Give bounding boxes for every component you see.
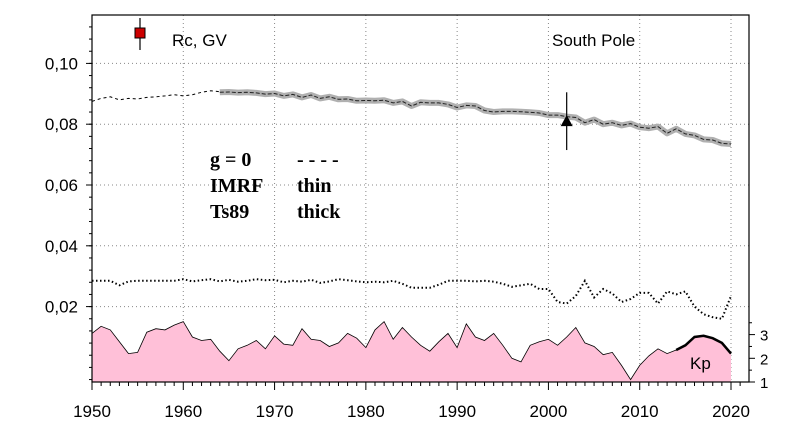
legend-row-3-style: thick	[297, 201, 341, 223]
rc-legend-label: Rc, GV	[172, 31, 227, 50]
y-tick-label: 0,10	[45, 54, 78, 73]
legend-row-2-name: IMRF	[210, 175, 263, 197]
kp-tick-label: 2	[760, 351, 768, 368]
legend-row-1-name: g = 0	[210, 149, 251, 171]
kp-outline	[91, 320, 732, 381]
kp-layer	[91, 320, 732, 382]
series-thin-line	[219, 91, 732, 145]
y-tick-label: 0,02	[45, 298, 78, 317]
y-tick-label: 0,08	[45, 115, 78, 134]
kp-tick-label: 1	[760, 375, 768, 392]
x-tick-label: 1960	[164, 402, 202, 421]
kp-area	[92, 321, 731, 382]
x-tick-label: 2010	[621, 402, 659, 421]
legend-row-2-style: thin	[297, 175, 331, 197]
marker-triangle	[560, 115, 573, 127]
axis-layer: 1950 1960 1970 1980 1990 2000 2010 2020 0,02 0,04…	[45, 26, 768, 421]
x-tick-label: 2020	[712, 402, 750, 421]
x-tick-label: 1990	[438, 402, 476, 421]
y-tick-label: 0,06	[45, 176, 78, 195]
series-thick-band	[219, 89, 732, 147]
legend-row-3-name: Ts89	[210, 201, 249, 223]
series-dotted-line	[92, 278, 732, 320]
legend-row-1-style: - - - -	[297, 149, 339, 171]
series-layer	[91, 89, 732, 320]
chart-title: South Pole	[552, 31, 635, 50]
kp-thick-outline	[675, 334, 732, 355]
x-tick-label: 1980	[347, 402, 385, 421]
x-tick-label: 1970	[256, 402, 294, 421]
x-tick-label: 2000	[530, 402, 568, 421]
x-tick-label: 1950	[73, 402, 111, 421]
y-tick-label: 0,04	[45, 237, 78, 256]
rc-legend-marker	[134, 18, 146, 50]
marker-layer	[560, 92, 573, 151]
kp-label: Kp	[690, 354, 711, 373]
kp-tick-label: 3	[760, 328, 768, 345]
grid-lines	[92, 15, 749, 382]
series-dashed-line	[91, 90, 220, 102]
plot-frame	[91, 14, 750, 383]
rc-legend-marker-square	[134, 27, 146, 39]
